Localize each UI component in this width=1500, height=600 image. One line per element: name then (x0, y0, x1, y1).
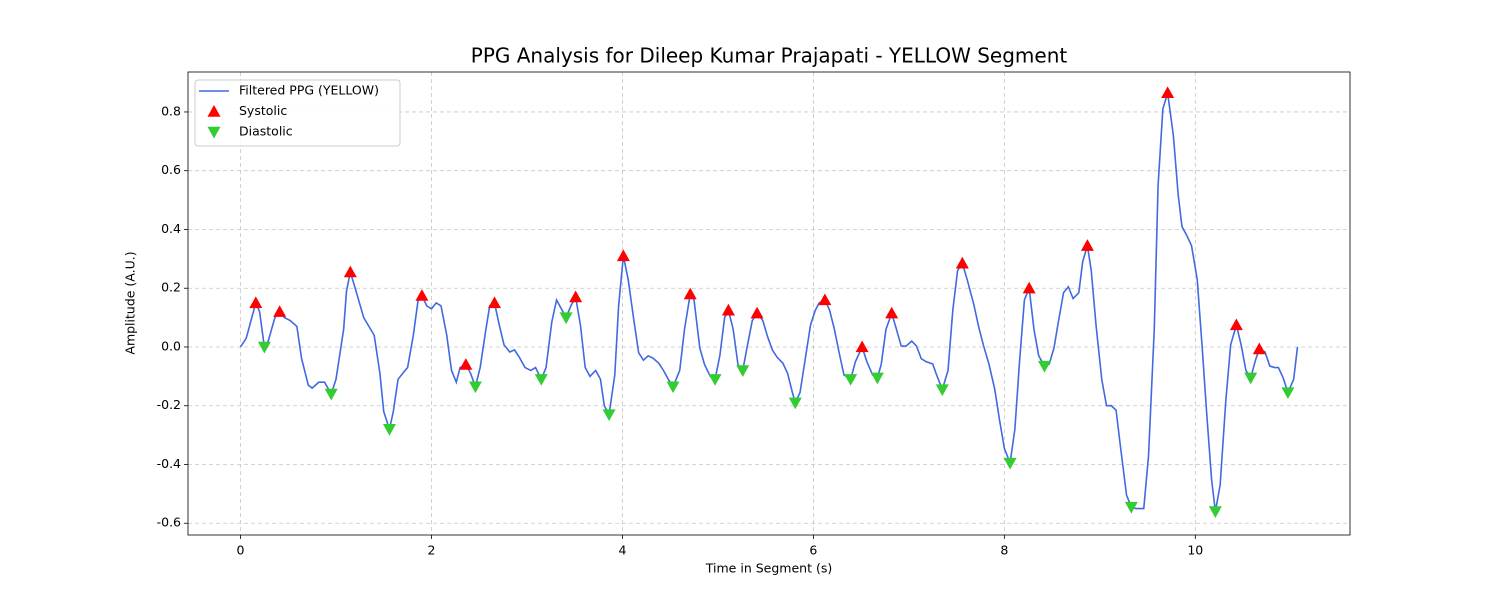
x-axis-label: Time in Segment (s) (705, 561, 832, 576)
chart-title: PPG Analysis for Dileep Kumar Prajapati … (471, 44, 1068, 68)
peak-marker (955, 256, 969, 269)
y-tick-label: -0.4 (157, 456, 181, 471)
peak-marker (1003, 457, 1017, 470)
y-tick-label: 0.2 (161, 280, 181, 295)
peak-marker (708, 374, 722, 386)
peak-marker (885, 306, 899, 319)
peak-marker (1080, 239, 1094, 251)
peak-marker (602, 409, 616, 422)
peak-marker (1022, 281, 1036, 294)
x-tick-label: 0 (237, 543, 245, 558)
peak-marker (468, 381, 482, 394)
peak-marker (1244, 372, 1258, 385)
peak-marker (788, 397, 802, 410)
peak-marker (736, 365, 750, 377)
legend-box (194, 79, 401, 147)
x-tick-label: 2 (427, 543, 435, 558)
y-tick-label: -0.6 (157, 515, 181, 530)
peak-marker (1229, 318, 1243, 331)
peak-marker (870, 372, 884, 385)
y-tick-label: 0.0 (161, 338, 181, 353)
peak-marker (273, 305, 287, 317)
peak-marker (1252, 342, 1266, 355)
legend-label: Diastolic (239, 124, 293, 139)
legend-swatch (207, 105, 221, 117)
peak-marker (1124, 501, 1138, 514)
peak-marker (1161, 86, 1175, 99)
peak-marker (818, 293, 832, 306)
peak-marker (750, 306, 764, 319)
peak-marker (382, 424, 396, 436)
peak-marker (616, 249, 630, 262)
x-tick-label: 6 (809, 543, 817, 558)
peak-marker (249, 296, 263, 309)
y-tick-label: 0.4 (161, 221, 181, 236)
legend-label: Systolic (239, 103, 287, 118)
peak-marker (324, 388, 338, 401)
peak-marker (844, 374, 858, 386)
x-tick-label: 4 (618, 543, 626, 558)
y-tick-label: 0.8 (161, 103, 181, 118)
peak-marker (1281, 387, 1295, 400)
peak-marker (1037, 360, 1051, 373)
peak-marker (459, 358, 473, 370)
peak-marker (855, 340, 869, 353)
peak-marker (415, 289, 429, 301)
plot-frame (187, 71, 1351, 536)
peak-marker (257, 341, 271, 354)
x-tick-label: 10 (1187, 543, 1203, 558)
y-axis-label: Amplitude (A.U.) (123, 251, 138, 354)
y-tick-label: 0.6 (161, 162, 181, 177)
peak-marker (487, 296, 501, 309)
peak-marker (683, 287, 697, 300)
peak-marker (935, 384, 949, 397)
peak-marker (1208, 506, 1222, 518)
y-tick-label: -0.2 (157, 397, 181, 412)
x-tick-label: 8 (1000, 543, 1008, 558)
ppg-line (239, 92, 1299, 512)
legend-label: Filtered PPG (YELLOW) (239, 83, 379, 98)
peak-marker (559, 312, 573, 325)
peak-marker (721, 303, 735, 316)
peak-marker (666, 381, 680, 394)
peak-marker (534, 374, 548, 386)
peak-marker (343, 265, 357, 278)
legend-swatch (207, 126, 221, 139)
peak-marker (569, 290, 583, 303)
